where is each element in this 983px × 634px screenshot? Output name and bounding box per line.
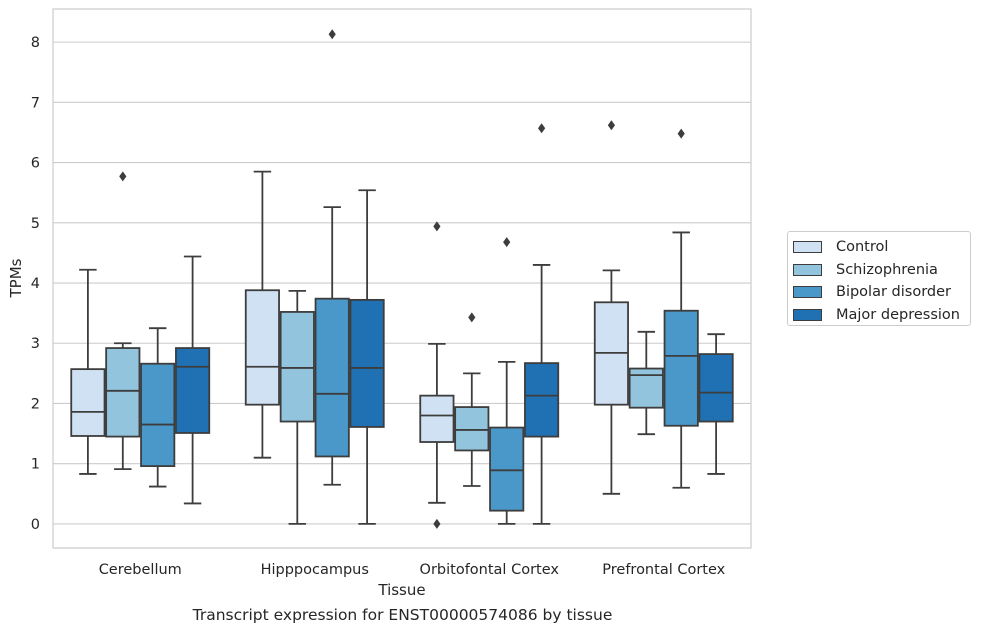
y-tick-label: 1 — [31, 457, 40, 473]
box-0-2 — [419, 221, 455, 529]
y-tick-label: 6 — [31, 156, 40, 172]
box-body — [140, 362, 176, 467]
box-3-3 — [698, 333, 734, 475]
y-tick-label: 0 — [31, 517, 40, 533]
box-1-1 — [279, 289, 315, 525]
box-2-0 — [140, 327, 176, 488]
box-body — [419, 394, 455, 443]
legend-item-major-depression: Major depression — [793, 304, 970, 327]
y-axis-label: TPMs — [7, 258, 25, 298]
x-tick-label: Prefrontal Cortex — [602, 562, 725, 578]
box-0-0 — [70, 268, 106, 475]
plot-frame — [52, 8, 752, 549]
legend-label-control: Control — [836, 239, 889, 256]
box-2-2 — [489, 237, 525, 525]
box-body — [489, 426, 525, 512]
legend-item-schizophrenia: Schizophrenia — [793, 259, 970, 282]
chart-caption: Transcript expression for ENST0000057408… — [192, 606, 613, 624]
x-tick-label: Orbitofontal Cortex — [420, 562, 560, 578]
legend-item-bipolar-disorder: Bipolar disorder — [793, 281, 970, 304]
box-body — [105, 347, 141, 438]
outlier-point — [503, 237, 511, 248]
box-plot-series — [70, 29, 734, 529]
outlier-point — [328, 29, 336, 40]
y-tick-label: 2 — [31, 396, 40, 412]
y-tick-label: 7 — [31, 95, 40, 111]
legend: Control Schizophrenia Bipolar disorder M… — [787, 231, 971, 326]
x-tick-label: Cerebellum — [99, 562, 182, 578]
box-3-0 — [175, 255, 211, 505]
outlier-point — [677, 128, 685, 139]
legend-swatch-major-depression — [793, 308, 822, 321]
box-1-3 — [628, 330, 664, 436]
box-body — [244, 289, 280, 406]
box-3-2 — [524, 123, 560, 525]
y-tick-label: 5 — [31, 216, 40, 232]
box-body — [524, 362, 560, 438]
box-body — [279, 311, 315, 423]
box-1-0 — [105, 171, 141, 471]
y-tick-label: 8 — [31, 35, 40, 51]
x-axis-ticks: Cerebellum Hipppocampus Orbitofontal Corte… — [99, 562, 726, 578]
outlier-point — [433, 518, 441, 529]
x-axis-label: Tissue — [377, 581, 425, 599]
legend-swatch-schizophrenia — [793, 263, 822, 276]
box-0-1 — [244, 170, 280, 459]
box-body — [314, 297, 350, 458]
box-body — [663, 309, 699, 427]
legend-item-control: Control — [793, 236, 970, 259]
outlier-point — [468, 312, 476, 323]
outlier-point — [607, 120, 615, 131]
box-body — [175, 347, 211, 434]
box-1-2 — [454, 312, 490, 487]
x-tick-label: Hipppocampus — [261, 562, 369, 578]
legend-swatch-bipolar-disorder — [793, 286, 822, 299]
legend-label-bipolar-disorder: Bipolar disorder — [836, 284, 951, 301]
box-body — [454, 406, 490, 452]
outlier-point — [433, 221, 441, 232]
legend-swatch-control — [793, 241, 822, 254]
y-axis-ticks: 0 1 2 3 4 5 6 7 8 — [31, 35, 40, 533]
y-tick-label: 3 — [31, 336, 40, 352]
box-body — [349, 298, 385, 428]
box-body — [698, 353, 734, 423]
box-0-3 — [593, 120, 629, 495]
box-2-1 — [314, 29, 350, 486]
y-tick-label: 4 — [31, 276, 40, 292]
outlier-point — [538, 123, 546, 134]
box-body — [70, 368, 106, 437]
legend-label-major-depression: Major depression — [836, 306, 960, 323]
legend-label-schizophrenia: Schizophrenia — [836, 261, 938, 278]
box-3-1 — [349, 189, 385, 525]
outlier-point — [119, 171, 127, 182]
box-2-3 — [663, 128, 699, 489]
